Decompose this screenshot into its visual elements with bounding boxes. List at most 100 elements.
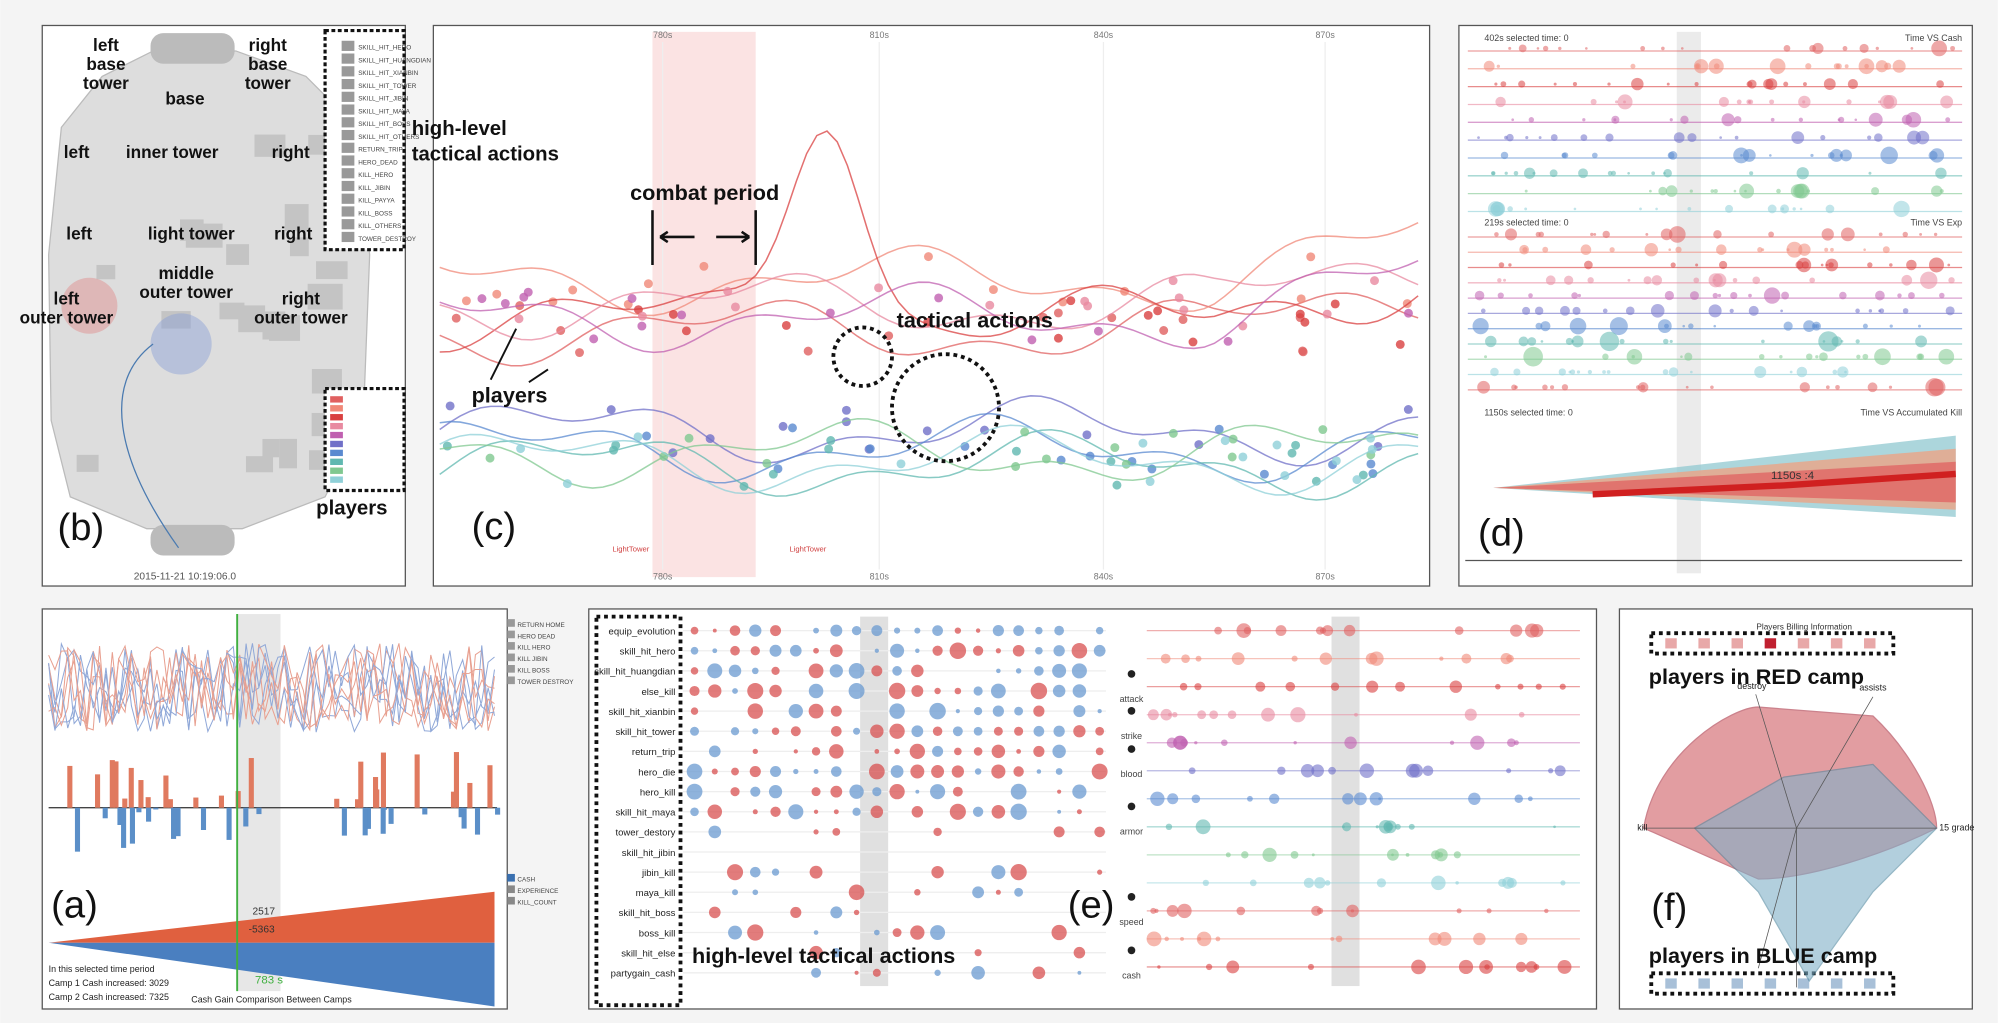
row-bubble bbox=[1167, 793, 1179, 805]
row-bubble bbox=[1693, 59, 1709, 74]
row-bubble bbox=[1395, 681, 1406, 692]
row-bubble bbox=[1902, 308, 1909, 314]
caption: Cash Gain Comparison Between Camps bbox=[191, 995, 352, 1005]
map-block bbox=[289, 237, 309, 257]
row-bubble bbox=[1658, 186, 1667, 196]
row-bubble bbox=[1786, 241, 1803, 258]
action-bubble bbox=[690, 626, 699, 635]
row-label: skill_hit_xianbin bbox=[609, 707, 676, 718]
row-bubble bbox=[1796, 257, 1812, 273]
row-bubble bbox=[1560, 305, 1570, 316]
action-bubble bbox=[811, 787, 821, 797]
action-bubble bbox=[830, 705, 842, 717]
row-bubble bbox=[1906, 259, 1917, 271]
row-bubble bbox=[1820, 263, 1824, 267]
row-label: skill_hit_maya bbox=[615, 808, 676, 819]
map-label: right bbox=[249, 35, 287, 55]
action-bubble bbox=[914, 889, 921, 896]
row-bubble bbox=[1504, 135, 1508, 140]
legend-item: KILL_HERO bbox=[358, 172, 393, 179]
map-block bbox=[179, 219, 204, 241]
row-bubble bbox=[1513, 170, 1519, 176]
row-label: else_kill bbox=[641, 687, 675, 698]
action-bubble bbox=[929, 702, 946, 720]
row-bubble bbox=[1480, 308, 1486, 314]
row-bubble bbox=[1761, 339, 1765, 344]
action-dot bbox=[825, 308, 835, 318]
map-block bbox=[226, 244, 250, 265]
action-bubble bbox=[831, 725, 842, 737]
row-bubble bbox=[1572, 306, 1581, 315]
action-bubble bbox=[749, 624, 762, 637]
action-bubble bbox=[686, 783, 703, 800]
row-bubble bbox=[1867, 262, 1873, 268]
action-bubble bbox=[1030, 682, 1048, 700]
action-dot bbox=[1066, 296, 1076, 306]
action-bubble bbox=[1051, 924, 1067, 941]
row-bubble bbox=[1754, 366, 1767, 378]
row-bubble bbox=[1874, 133, 1883, 142]
row-bubble bbox=[1687, 133, 1697, 143]
action-bubble bbox=[1073, 705, 1086, 718]
legend-item: SKILL_HIT_TOWER bbox=[358, 83, 417, 90]
event-bar bbox=[467, 782, 473, 808]
action-dot bbox=[1027, 335, 1037, 345]
kill-line bbox=[1592, 470, 1956, 498]
row-bubble bbox=[1518, 44, 1527, 53]
action-dot bbox=[988, 285, 998, 295]
row-bubble bbox=[1907, 130, 1922, 145]
action-bubble bbox=[1016, 748, 1022, 754]
row-bubble bbox=[1261, 707, 1275, 722]
row-bubble bbox=[1188, 767, 1196, 775]
action-bubble bbox=[951, 765, 965, 778]
row-bubble bbox=[1883, 94, 1898, 109]
row-bubble bbox=[1231, 652, 1245, 666]
event-bar bbox=[218, 795, 224, 808]
row-bubble bbox=[1690, 370, 1693, 374]
row-bubble bbox=[1458, 959, 1474, 975]
row-bubble bbox=[1663, 338, 1669, 345]
event-bar bbox=[102, 807, 108, 819]
action-bubble bbox=[931, 765, 945, 778]
action-bubble bbox=[932, 625, 943, 636]
action-bubble bbox=[874, 648, 879, 653]
row-bubble bbox=[1662, 369, 1669, 375]
legend-swatch bbox=[507, 619, 515, 627]
row-bubble bbox=[1314, 877, 1326, 889]
legend-swatch bbox=[341, 78, 355, 90]
series-line bbox=[48, 641, 496, 733]
event-bar bbox=[167, 799, 173, 808]
row-bubble bbox=[1205, 963, 1213, 971]
action-dot bbox=[1168, 428, 1178, 438]
action-bubble bbox=[793, 749, 798, 754]
row-bubble bbox=[1840, 149, 1852, 162]
row-bubble bbox=[1644, 242, 1659, 257]
combat-arrow bbox=[659, 230, 751, 244]
action-bubble bbox=[974, 949, 982, 957]
action-dot bbox=[1082, 430, 1092, 440]
action-bubble bbox=[1095, 726, 1105, 736]
action-bubble bbox=[726, 864, 744, 881]
row-bubble bbox=[1829, 148, 1843, 162]
map-label: tower bbox=[83, 73, 129, 93]
map-outline bbox=[47, 50, 371, 530]
highlight-label: 1150s :4 bbox=[1771, 470, 1815, 482]
action-bubble bbox=[728, 925, 743, 940]
player-swatch bbox=[1665, 638, 1677, 649]
row-bubble bbox=[1518, 80, 1526, 88]
event-bar bbox=[474, 807, 481, 835]
annotation: players bbox=[472, 383, 548, 408]
annotation: tactical actions bbox=[897, 307, 1053, 332]
action-dot bbox=[445, 401, 455, 411]
row-bubble bbox=[1660, 228, 1673, 241]
action-bubble bbox=[848, 663, 865, 679]
action-bubble bbox=[1052, 684, 1066, 698]
combat-band bbox=[652, 31, 756, 578]
attribute-icon bbox=[1127, 802, 1136, 811]
legend-swatch bbox=[341, 193, 355, 204]
action-bubble bbox=[871, 665, 883, 677]
action-bubble bbox=[832, 828, 841, 836]
row-bubble bbox=[1227, 710, 1237, 720]
legend-swatch bbox=[341, 231, 355, 243]
